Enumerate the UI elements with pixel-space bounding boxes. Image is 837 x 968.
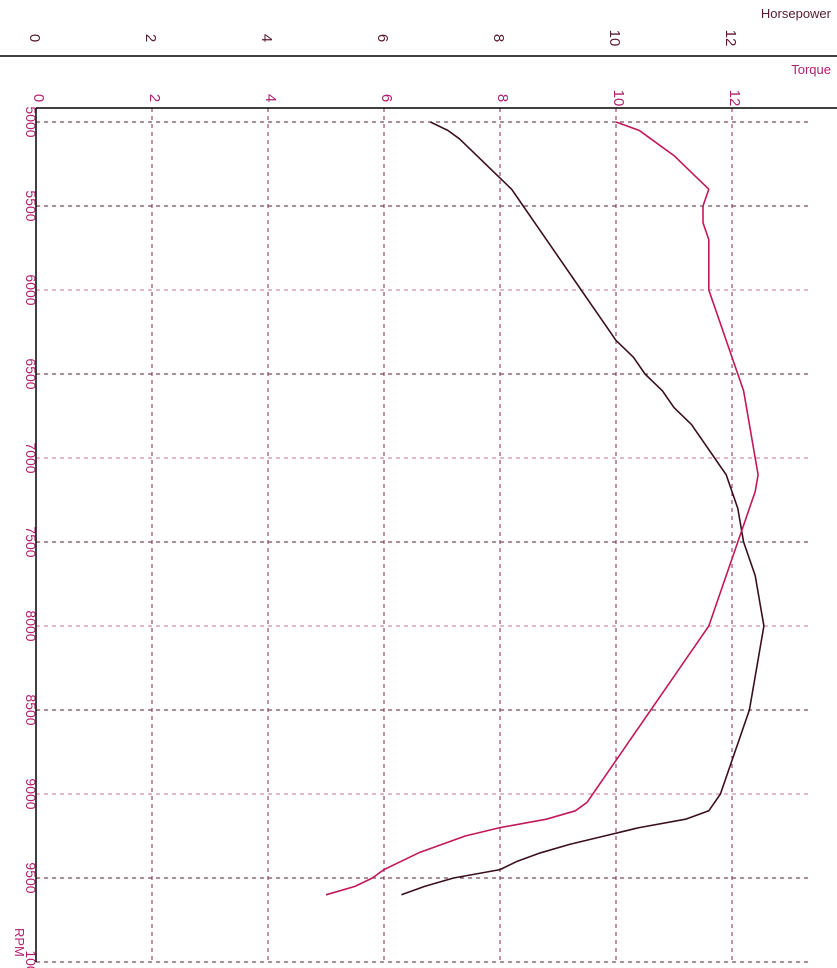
torque-tick-label: 0: [30, 94, 47, 102]
horsepower-tick-label: 8: [490, 34, 507, 42]
horsepower-tick-label: 4: [258, 34, 275, 42]
rpm-tick-label: 6000: [23, 274, 39, 305]
torque-tick-label: 8: [494, 94, 511, 102]
rpm-tick-label: 9500: [23, 862, 39, 893]
horsepower-tick-label: 12: [722, 30, 739, 47]
grid-lines: [36, 108, 808, 963]
rpm-tick-label: 7000: [23, 442, 39, 473]
torque-axis-title: Torque: [791, 62, 831, 77]
horsepower-curve: [401, 121, 765, 896]
rpm-tick-label: 8500: [23, 694, 39, 725]
torque-tick-label: 2: [146, 94, 163, 102]
torque-tick-label: 10: [610, 90, 627, 107]
torque-tick-label: 6: [378, 94, 395, 102]
series-lines: [325, 121, 765, 896]
rpm-tick-label: 8000: [23, 610, 39, 641]
rpm-tick-label: 5000: [23, 106, 39, 137]
axes: [0, 55, 837, 962]
rpm-tick-label: 9000: [23, 778, 39, 809]
horsepower-tick-label: 10: [606, 30, 623, 47]
torque-tick-label: 12: [726, 90, 743, 107]
horsepower-tick-label: 2: [142, 34, 159, 42]
rpm-tick-label: 7500: [23, 526, 39, 557]
horsepower-tick-label: 6: [374, 34, 391, 42]
rpm-tick-label: 5500: [23, 190, 39, 221]
tick-labels: 0 2 4 6 8 10 12 0 2 4 6 8 10 12 5000 5500 6000 6500 7000 75…: [23, 30, 743, 968]
horsepower-axis-title: Horsepower: [760, 6, 831, 21]
torque-curve: [325, 121, 759, 896]
rpm-axis-title: RPM: [12, 928, 27, 957]
rpm-tick-label: 6500: [23, 358, 39, 389]
torque-tick-label: 4: [262, 94, 279, 102]
rpm-tick-label: 100: [23, 950, 39, 968]
horsepower-tick-label: 0: [26, 34, 43, 42]
